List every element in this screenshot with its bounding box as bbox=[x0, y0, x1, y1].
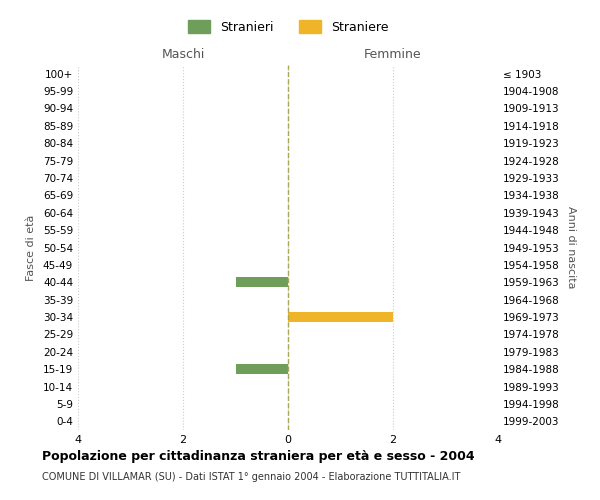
Bar bbox=[235, 277, 288, 287]
Legend: Stranieri, Straniere: Stranieri, Straniere bbox=[187, 20, 389, 34]
Text: COMUNE DI VILLAMAR (SU) - Dati ISTAT 1° gennaio 2004 - Elaborazione TUTTITALIA.I: COMUNE DI VILLAMAR (SU) - Dati ISTAT 1° … bbox=[42, 472, 460, 482]
Y-axis label: Anni di nascita: Anni di nascita bbox=[566, 206, 576, 289]
Text: Femmine: Femmine bbox=[364, 48, 422, 62]
Text: Popolazione per cittadinanza straniera per età e sesso - 2004: Popolazione per cittadinanza straniera p… bbox=[42, 450, 475, 463]
Y-axis label: Fasce di età: Fasce di età bbox=[26, 214, 36, 280]
Bar bbox=[235, 364, 288, 374]
Text: Maschi: Maschi bbox=[161, 48, 205, 62]
Bar bbox=[288, 312, 393, 322]
